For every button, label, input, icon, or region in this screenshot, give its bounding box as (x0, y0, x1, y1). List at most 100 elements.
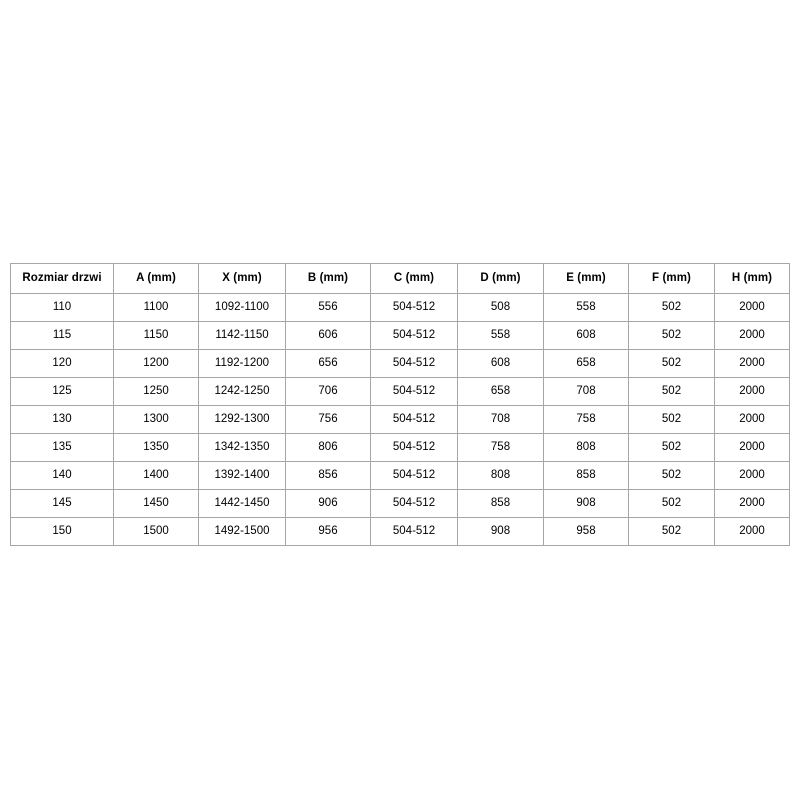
table-row: 135 1350 1342-1350 806 504-512 758 808 502 2000 (10, 433, 790, 462)
cell-a: 1100 (113, 293, 199, 322)
cell-b: 556 (285, 293, 371, 322)
table-row: 130 1300 1292-1300 756 504-512 708 758 502 2000 (10, 405, 790, 434)
cell-f: 502 (628, 517, 715, 546)
cell-e: 708 (543, 377, 629, 406)
cell-d: 808 (457, 461, 544, 490)
table-row: 140 1400 1392-1400 856 504-512 808 858 502 2000 (10, 461, 790, 490)
cell-d: 508 (457, 293, 544, 322)
cell-c: 504-512 (370, 293, 458, 322)
cell-d: 908 (457, 517, 544, 546)
cell-size: 135 (10, 433, 114, 462)
size-table-container: Rozmiar drzwi A (mm) X (mm) B (mm) C (mm) D (… (10, 263, 790, 546)
cell-size: 150 (10, 517, 114, 546)
cell-e: 558 (543, 293, 629, 322)
cell-e: 608 (543, 321, 629, 350)
cell-b: 656 (285, 349, 371, 378)
cell-d: 858 (457, 489, 544, 518)
cell-x: 1142-1150 (198, 321, 286, 350)
cell-e: 958 (543, 517, 629, 546)
cell-f: 502 (628, 349, 715, 378)
cell-c: 504-512 (370, 321, 458, 350)
cell-e: 908 (543, 489, 629, 518)
column-header-e: E (mm) (543, 263, 629, 294)
cell-e: 808 (543, 433, 629, 462)
cell-h: 2000 (714, 349, 790, 378)
cell-size: 120 (10, 349, 114, 378)
cell-d: 758 (457, 433, 544, 462)
cell-h: 2000 (714, 433, 790, 462)
cell-e: 658 (543, 349, 629, 378)
cell-b: 956 (285, 517, 371, 546)
cell-d: 608 (457, 349, 544, 378)
cell-x: 1092-1100 (198, 293, 286, 322)
door-size-specification-table: Rozmiar drzwi A (mm) X (mm) B (mm) C (mm) D (… (10, 263, 790, 546)
cell-a: 1150 (113, 321, 199, 350)
table-row: 115 1150 1142-1150 606 504-512 558 608 502 2000 (10, 321, 790, 350)
cell-f: 502 (628, 489, 715, 518)
table-row: 110 1100 1092-1100 556 504-512 508 558 502 2000 (10, 293, 790, 322)
cell-size: 125 (10, 377, 114, 406)
table-row: 125 1250 1242-1250 706 504-512 658 708 502 2000 (10, 377, 790, 406)
cell-c: 504-512 (370, 433, 458, 462)
cell-a: 1400 (113, 461, 199, 490)
cell-b: 756 (285, 405, 371, 434)
cell-x: 1392-1400 (198, 461, 286, 490)
cell-f: 502 (628, 293, 715, 322)
cell-size: 115 (10, 321, 114, 350)
table-row: 145 1450 1442-1450 906 504-512 858 908 502 2000 (10, 489, 790, 518)
cell-x: 1292-1300 (198, 405, 286, 434)
cell-h: 2000 (714, 489, 790, 518)
cell-b: 706 (285, 377, 371, 406)
cell-c: 504-512 (370, 377, 458, 406)
cell-c: 504-512 (370, 461, 458, 490)
cell-f: 502 (628, 321, 715, 350)
cell-size: 140 (10, 461, 114, 490)
cell-x: 1342-1350 (198, 433, 286, 462)
cell-h: 2000 (714, 293, 790, 322)
cell-x: 1492-1500 (198, 517, 286, 546)
column-header-d: D (mm) (457, 263, 544, 294)
cell-c: 504-512 (370, 489, 458, 518)
cell-a: 1200 (113, 349, 199, 378)
cell-a: 1450 (113, 489, 199, 518)
cell-x: 1242-1250 (198, 377, 286, 406)
cell-d: 658 (457, 377, 544, 406)
cell-e: 758 (543, 405, 629, 434)
column-header-a: A (mm) (113, 263, 199, 294)
cell-x: 1192-1200 (198, 349, 286, 378)
table-header: Rozmiar drzwi A (mm) X (mm) B (mm) C (mm) D (… (10, 263, 790, 294)
cell-f: 502 (628, 461, 715, 490)
table-row: 120 1200 1192-1200 656 504-512 608 658 502 2000 (10, 349, 790, 378)
cell-f: 502 (628, 377, 715, 406)
cell-size: 145 (10, 489, 114, 518)
cell-a: 1500 (113, 517, 199, 546)
cell-b: 906 (285, 489, 371, 518)
column-header-size: Rozmiar drzwi (10, 263, 114, 294)
column-header-c: C (mm) (370, 263, 458, 294)
cell-size: 110 (10, 293, 114, 322)
cell-a: 1350 (113, 433, 199, 462)
cell-d: 708 (457, 405, 544, 434)
cell-c: 504-512 (370, 349, 458, 378)
cell-d: 558 (457, 321, 544, 350)
cell-h: 2000 (714, 461, 790, 490)
table-body: 110 1100 1092-1100 556 504-512 508 558 502 2000 1… (10, 293, 790, 546)
cell-b: 806 (285, 433, 371, 462)
table-row: 150 1500 1492-1500 956 504-512 908 958 502 2000 (10, 517, 790, 546)
table-header-row: Rozmiar drzwi A (mm) X (mm) B (mm) C (mm) D (… (10, 263, 790, 294)
cell-c: 504-512 (370, 517, 458, 546)
cell-h: 2000 (714, 517, 790, 546)
cell-a: 1300 (113, 405, 199, 434)
cell-c: 504-512 (370, 405, 458, 434)
column-header-f: F (mm) (628, 263, 715, 294)
cell-h: 2000 (714, 405, 790, 434)
cell-a: 1250 (113, 377, 199, 406)
cell-b: 856 (285, 461, 371, 490)
cell-b: 606 (285, 321, 371, 350)
column-header-b: B (mm) (285, 263, 371, 294)
column-header-h: H (mm) (714, 263, 790, 294)
cell-e: 858 (543, 461, 629, 490)
cell-h: 2000 (714, 377, 790, 406)
cell-x: 1442-1450 (198, 489, 286, 518)
